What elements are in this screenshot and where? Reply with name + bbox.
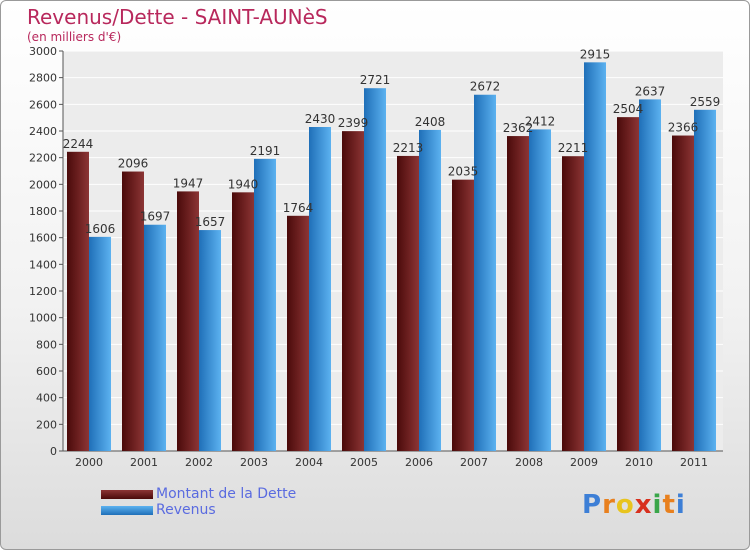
- bar-revenus-2007: [474, 94, 496, 451]
- y-tick-label: 2800: [29, 72, 57, 85]
- data-label-dette-2003: 1940: [228, 177, 259, 191]
- data-label-dette-2010: 2504: [613, 102, 644, 116]
- y-tick-label: 1400: [29, 258, 57, 271]
- legend-swatch-revenus: [101, 506, 153, 515]
- x-tick-label-2008: 2008: [515, 456, 543, 469]
- x-tick-label-2006: 2006: [405, 456, 433, 469]
- logo-letter: x: [634, 490, 653, 520]
- y-tick-label: 2400: [29, 125, 57, 138]
- y-tick-label: 3000: [29, 45, 57, 58]
- y-tick-label: 200: [36, 418, 57, 431]
- bar-dette-2002: [177, 191, 199, 451]
- data-label-revenus-2011: 2559: [690, 95, 721, 109]
- y-tick-label: 600: [36, 365, 57, 378]
- data-label-revenus-2010: 2637: [635, 84, 666, 98]
- y-tick-label: 1000: [29, 312, 57, 325]
- x-tick-label-2005: 2005: [350, 456, 378, 469]
- data-label-dette-2004: 1764: [283, 201, 314, 215]
- y-tick-label: 1800: [29, 205, 57, 218]
- bar-revenus-2005: [364, 88, 386, 451]
- bar-dette-2000: [67, 151, 89, 452]
- x-tick-label-2010: 2010: [625, 456, 653, 469]
- y-tick-label: 2000: [29, 178, 57, 191]
- bar-dette-2006: [397, 155, 419, 451]
- proxiti-logo: Proxiti: [582, 490, 686, 520]
- legend-label-revenus: Revenus: [156, 502, 216, 518]
- data-label-revenus-2002: 1657: [195, 215, 226, 229]
- bar-revenus-2000: [89, 236, 111, 451]
- data-label-dette-2011: 2366: [668, 121, 699, 135]
- data-label-revenus-2003: 2191: [250, 144, 281, 158]
- chart-title: Revenus/Dette - SAINT-AUNèS: [27, 5, 328, 29]
- bar-revenus-2011: [694, 109, 716, 452]
- data-label-revenus-2007: 2672: [470, 80, 501, 94]
- logo-letter: o: [615, 490, 635, 520]
- y-tick-label: 0: [50, 445, 57, 458]
- x-tick-label-2004: 2004: [295, 456, 323, 469]
- data-label-revenus-2005: 2721: [360, 73, 391, 87]
- x-tick-label-2009: 2009: [570, 456, 598, 469]
- data-label-revenus-2000: 1606: [85, 222, 116, 236]
- data-label-dette-2002: 1947: [173, 176, 204, 190]
- y-tick-label: 2600: [29, 98, 57, 111]
- data-label-dette-2008: 2362: [503, 121, 534, 135]
- bar-dette-2003: [232, 192, 254, 452]
- bar-revenus-2009: [584, 62, 606, 451]
- bar-dette-2011: [672, 135, 694, 452]
- plot-area: [63, 51, 723, 451]
- bar-revenus-2004: [309, 127, 331, 451]
- data-label-revenus-2006: 2408: [415, 115, 446, 129]
- y-tick-label: 800: [36, 338, 57, 351]
- data-label-revenus-2008: 2412: [525, 114, 556, 128]
- x-tick-label-2000: 2000: [75, 456, 103, 469]
- data-label-dette-2005: 2399: [338, 116, 369, 130]
- y-tick-label: 1200: [29, 285, 57, 298]
- data-label-revenus-2009: 2915: [580, 47, 611, 61]
- data-label-dette-2006: 2213: [393, 141, 424, 155]
- data-label-revenus-2001: 1697: [140, 210, 171, 224]
- bar-dette-2008: [507, 136, 529, 452]
- bar-revenus-2008: [529, 129, 551, 451]
- legend-label-dette: Montant de la Dette: [156, 486, 297, 502]
- bar-revenus-2001: [144, 224, 166, 451]
- bar-dette-2009: [562, 156, 584, 451]
- y-tick-label: 1600: [29, 232, 57, 245]
- bar-dette-2007: [452, 179, 474, 451]
- logo-letter: t: [662, 490, 676, 520]
- bar-dette-2005: [342, 131, 364, 451]
- x-tick-label-2001: 2001: [130, 456, 158, 469]
- data-label-dette-2001: 2096: [118, 157, 149, 171]
- y-tick-label: 400: [36, 392, 57, 405]
- data-label-dette-2000: 2244: [63, 137, 94, 151]
- logo-letter: P: [582, 490, 603, 520]
- data-label-revenus-2004: 2430: [305, 112, 336, 126]
- x-tick-label-2002: 2002: [185, 456, 213, 469]
- logo-letter: i: [652, 490, 663, 520]
- legend-swatch-dette: [101, 490, 153, 499]
- bar-dette-2010: [617, 117, 639, 451]
- data-label-dette-2009: 2211: [558, 141, 589, 155]
- x-tick-label-2011: 2011: [680, 456, 708, 469]
- logo-letter: i: [675, 490, 686, 520]
- bar-dette-2001: [122, 171, 144, 452]
- logo-letter: r: [602, 490, 616, 520]
- bar-revenus-2002: [199, 230, 221, 451]
- x-tick-label-2007: 2007: [460, 456, 488, 469]
- bar-dette-2004: [287, 215, 309, 451]
- bar-revenus-2010: [639, 99, 661, 452]
- bar-revenus-2006: [419, 129, 441, 451]
- x-tick-label-2003: 2003: [240, 456, 268, 469]
- bar-revenus-2003: [254, 158, 276, 451]
- chart-subtitle: (en milliers d'€): [27, 30, 122, 44]
- y-tick-label: 2200: [29, 152, 57, 165]
- data-label-dette-2007: 2035: [448, 165, 479, 179]
